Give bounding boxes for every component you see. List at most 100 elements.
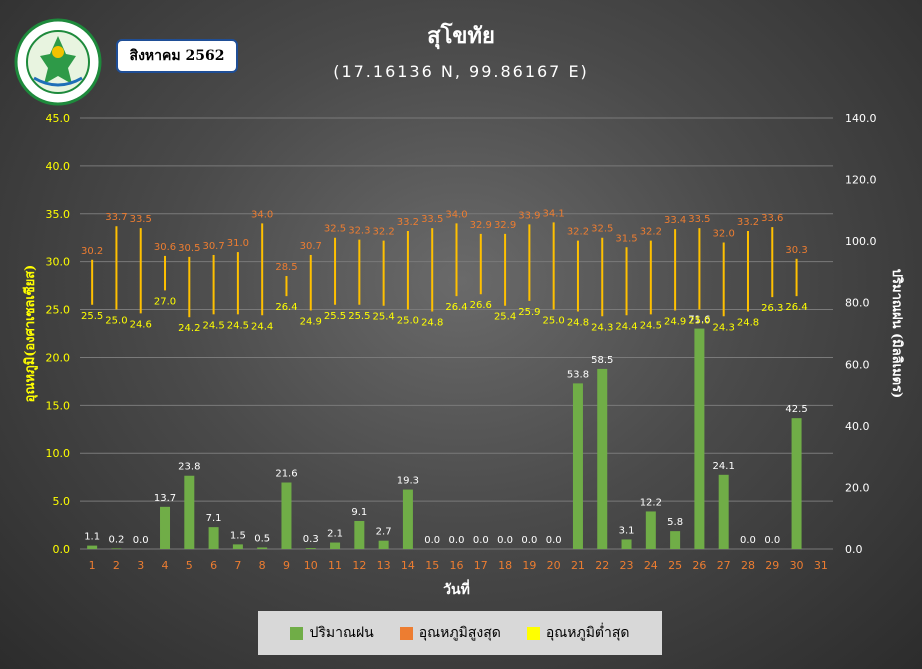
- rain-bar: [281, 482, 292, 549]
- tmin-data-label: 24.5: [227, 320, 249, 331]
- tmin-data-label: 24.8: [421, 317, 443, 328]
- tmin-data-label: 25.5: [348, 311, 370, 322]
- tmin-data-label: 27.0: [154, 296, 176, 307]
- x-tick-label: 5: [186, 559, 193, 572]
- rain-bar: [572, 383, 583, 549]
- legend-swatch-rain: [290, 626, 304, 640]
- x-tick-label: 26: [692, 559, 706, 572]
- rain-bar: [111, 548, 122, 549]
- tmax-data-label: 31.0: [227, 238, 249, 249]
- tmin-data-label: 26.4: [785, 302, 807, 313]
- tmax-data-label: 32.9: [494, 220, 516, 231]
- x-tick-label: 24: [644, 559, 658, 572]
- x-tick-label: 31: [814, 559, 828, 572]
- rain-data-label: 0.0: [764, 535, 780, 546]
- rain-bar: [305, 548, 316, 549]
- rain-data-label: 1.1: [84, 532, 100, 543]
- tmax-data-label: 32.9: [470, 220, 492, 231]
- y-right-axis-title: ปริมาณฝน (มิลลิเมตร): [889, 269, 904, 398]
- y-left-tick-label: 15.0: [46, 399, 71, 412]
- tmax-data-label: 33.5: [688, 214, 710, 225]
- x-tick-label: 11: [328, 559, 342, 572]
- tmin-data-label: 26.3: [761, 303, 783, 314]
- rain-data-label: 19.3: [397, 476, 419, 487]
- legend-item-rain: ปริมาณฝน: [290, 622, 374, 644]
- rain-bar: [694, 328, 705, 549]
- tmax-data-label: 31.5: [615, 233, 637, 244]
- rain-bar: [87, 545, 98, 549]
- x-tick-label: 28: [741, 559, 755, 572]
- tmax-data-label: 30.7: [202, 241, 224, 252]
- tmin-data-label: 25.5: [81, 311, 103, 322]
- rain-data-label: 21.6: [275, 469, 297, 480]
- x-tick-label: 10: [304, 559, 318, 572]
- y-left-tick-label: 0.0: [53, 543, 71, 556]
- rain-bar: [184, 475, 195, 549]
- tmax-data-label: 30.2: [81, 246, 103, 257]
- tmin-data-label: 26.4: [275, 302, 297, 313]
- rain-bar: [208, 527, 219, 549]
- tmax-data-label: 28.5: [275, 262, 297, 273]
- rain-data-label: 0.0: [497, 535, 513, 546]
- tmax-data-label: 34.1: [543, 208, 565, 219]
- x-tick-label: 4: [162, 559, 169, 572]
- tmax-data-label: 32.0: [713, 229, 735, 240]
- tmax-data-label: 32.2: [567, 227, 589, 238]
- tmin-data-label: 24.5: [640, 320, 662, 331]
- y-left-tick-label: 45.0: [46, 112, 71, 125]
- rain-data-label: 0.0: [521, 535, 537, 546]
- x-tick-label: 9: [283, 559, 290, 572]
- rain-data-label: 3.1: [619, 525, 635, 536]
- x-axis-title: วันที่: [443, 579, 470, 598]
- rain-data-label: 0.0: [424, 535, 440, 546]
- legend-swatch-tmin: [526, 626, 540, 640]
- x-tick-label: 3: [137, 559, 144, 572]
- tmin-data-label: 25.4: [494, 312, 516, 323]
- rain-data-label: 42.5: [785, 404, 807, 415]
- tmin-data-label: 24.3: [713, 322, 735, 333]
- rain-data-label: 2.1: [327, 529, 343, 540]
- tmin-data-label: 26.4: [445, 302, 467, 313]
- x-tick-label: 2: [113, 559, 120, 572]
- rain-data-label: 24.1: [713, 461, 735, 472]
- rain-data-label: 13.7: [154, 493, 176, 504]
- y-right-tick-label: 0.0: [845, 543, 863, 556]
- tmin-data-label: 24.2: [178, 323, 200, 334]
- y-right-tick-label: 20.0: [845, 481, 870, 494]
- x-tick-label: 7: [234, 559, 241, 572]
- rain-bar: [718, 474, 729, 549]
- rain-bar: [402, 489, 413, 549]
- x-tick-label: 18: [498, 559, 512, 572]
- rain-data-label: 0.0: [473, 535, 489, 546]
- y-left-tick-label: 30.0: [46, 256, 71, 269]
- tmax-data-label: 30.6: [154, 242, 176, 253]
- tmax-data-label: 30.3: [785, 245, 807, 256]
- y-left-tick-label: 25.0: [46, 304, 71, 317]
- y-right-tick-label: 140.0: [845, 112, 877, 125]
- rain-bar: [378, 540, 389, 549]
- x-tick-label: 13: [377, 559, 391, 572]
- rain-bar: [257, 547, 268, 549]
- chart-subtitle: (17.16136 N, 99.86167 E): [333, 62, 589, 81]
- rain-data-label: 1.5: [230, 530, 246, 541]
- tmax-data-label: 34.0: [445, 209, 467, 220]
- legend-label-tmax: อุณหภูมิสูงสุด: [418, 625, 501, 641]
- tmax-data-label: 33.5: [421, 214, 443, 225]
- rain-bar: [354, 520, 365, 549]
- rain-data-label: 71.6: [688, 315, 710, 326]
- tmax-data-label: 32.2: [640, 227, 662, 238]
- tmin-data-label: 24.8: [737, 317, 759, 328]
- tmin-data-label: 25.5: [324, 311, 346, 322]
- tmax-data-label: 32.5: [324, 224, 346, 235]
- legend: ปริมาณฝน อุณหภูมิสูงสุด อุณหภูมิต่ำสุด: [258, 611, 662, 655]
- chart-title: สุโขทัย: [427, 23, 495, 49]
- rain-data-label: 0.2: [108, 534, 124, 545]
- tmin-data-label: 24.6: [130, 319, 152, 330]
- rain-data-label: 9.1: [351, 507, 367, 518]
- legend-item-tmin: อุณหภูมิต่ำสุด: [526, 622, 630, 644]
- tmin-data-label: 24.4: [615, 321, 637, 332]
- tmax-data-label: 33.2: [397, 217, 419, 228]
- rain-bar: [621, 539, 632, 549]
- month-label: สิงหาคม 2562: [116, 39, 238, 73]
